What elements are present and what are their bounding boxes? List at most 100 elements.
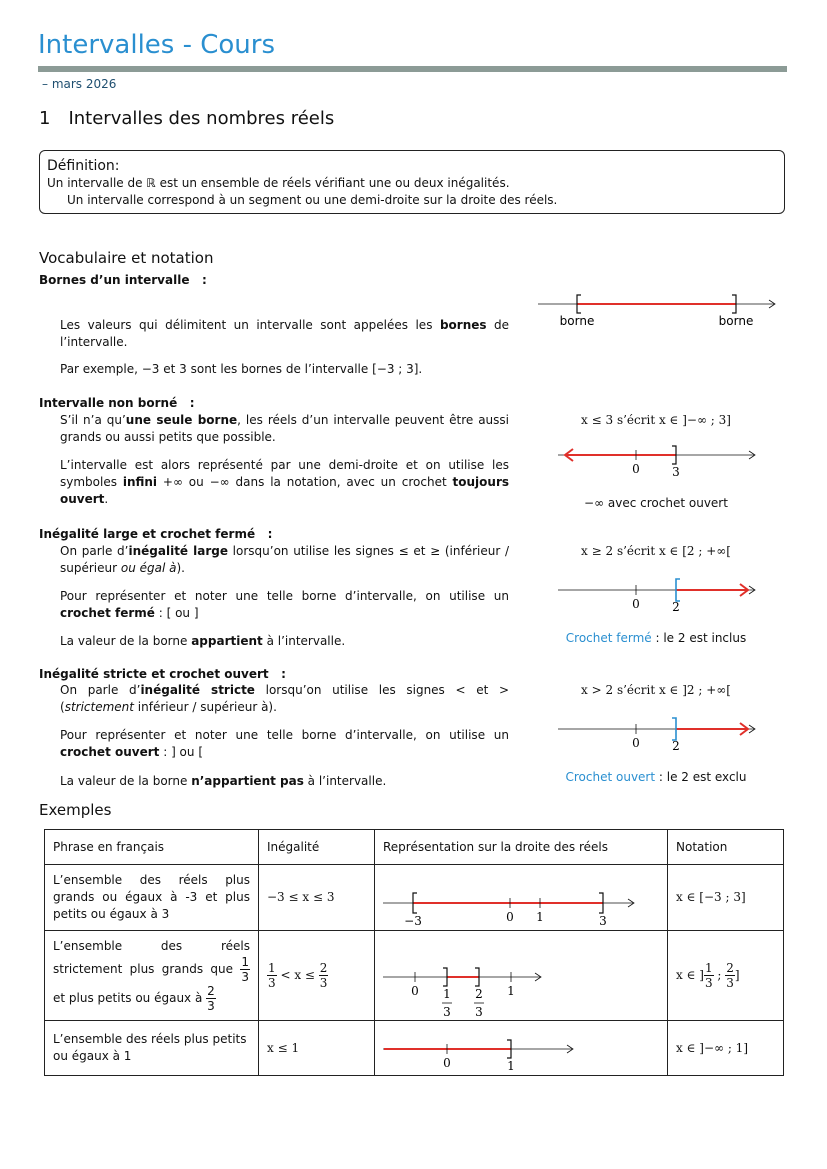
shape (627, 898, 635, 907)
text: 3 (241, 970, 249, 984)
text: 3 (726, 976, 734, 990)
notation: x ∈ ] 1 3 ; 2 3] (667, 930, 784, 1021)
section-number: 1 (39, 108, 51, 129)
table-cell: −3 0 1 3 (374, 864, 668, 931)
text: 2 (475, 987, 483, 1001)
shape (412, 891, 417, 914)
text: n’appartient pas (191, 774, 304, 788)
text: ] (734, 968, 740, 982)
number-line: 0 2 (558, 578, 756, 614)
definition-line: Un intervalle de ℝ est un ensemble de ré… (47, 176, 510, 190)
text: 1 (267, 961, 277, 976)
text: Pour représenter et noter une telle born… (60, 589, 509, 603)
text: 3 (443, 1005, 451, 1019)
text: Inégalité (258, 829, 375, 865)
text: 1 (703, 961, 714, 976)
section-heading: 1 Intervalles des nombres réels (39, 108, 352, 129)
text: 1 (443, 987, 451, 1001)
figure-note: −∞ avec crochet ouvert (584, 496, 728, 510)
block-heading: Intervalle non borné : (39, 396, 195, 410)
text: ). (176, 561, 186, 575)
shape (475, 966, 480, 987)
text: de l’intervalle. (60, 318, 509, 349)
text: , les réels d’un intervalle peuvent être… (60, 413, 510, 444)
text: Les valeurs qui délimitent un intervalle… (60, 318, 440, 332)
text: Par exemple, −3 et 3 sont les bornes de … (60, 362, 423, 376)
text: L’ensemble des réels strictement plus gr… (53, 939, 250, 976)
text: 2 (672, 600, 680, 614)
text: 1 (536, 910, 544, 924)
block-heading: Inégalité stricte et crochet ouvert : (39, 667, 286, 681)
text: une seule borne (125, 413, 238, 427)
text: bornes (439, 318, 487, 332)
shape (675, 578, 680, 602)
text: et plus petits ou égaux à (53, 991, 207, 1005)
text: 3 (599, 914, 607, 928)
date: – mars 2026 (42, 77, 117, 91)
text: On parle d’ (60, 683, 141, 697)
text: ou égal à (120, 561, 177, 575)
table-row: L’ensemble des réels strictement plus gr… (44, 930, 784, 1021)
text: : [ ou ] (154, 606, 199, 620)
table-row: Phrase en français Inégalité Représentat… (44, 829, 784, 865)
shape (739, 722, 750, 736)
shape (748, 724, 756, 734)
text: 0 (411, 984, 419, 998)
text: < x ≤ (276, 968, 319, 982)
text: 0 (632, 736, 640, 750)
text: : le 2 est inclus (651, 631, 747, 645)
paragraph: Les valeurs qui délimitent un intervalle… (60, 317, 509, 351)
table-cell: 0 1 3 2 3 1 (374, 930, 668, 1021)
figure-note: Crochet fermé : le 2 est inclus (526, 631, 786, 645)
table-row: L’ensemble des réels plus grands ou égau… (44, 864, 784, 931)
text: 1 (507, 1059, 515, 1073)
shape (739, 583, 750, 597)
text: x ∈ ]−∞ ; 1] (667, 1020, 784, 1076)
element: Phrase en français Inégalité Représentat… (44, 829, 784, 1076)
title-rule (38, 66, 787, 72)
text: 1 (240, 955, 250, 970)
text: à l’intervalle. (262, 634, 346, 648)
shape (576, 294, 581, 314)
shape (748, 585, 756, 595)
examples-table: Phrase en français Inégalité Représentat… (44, 829, 784, 1076)
figure-caption: x ≥ 2 s’écrit x ∈ [2 ; +∞[ (581, 544, 731, 558)
paragraph: L’intervalle est alors représenté par un… (60, 457, 509, 508)
text: Représentation sur la droite des réels (374, 829, 668, 865)
text: inférieur / supérieur à). (133, 700, 277, 714)
text: inégalité stricte (140, 683, 255, 697)
text: 0 (443, 1056, 451, 1070)
subsection-title: Vocabulaire et notation (39, 249, 214, 267)
number-line: 0 3 (558, 445, 756, 479)
block-heading: Inégalité large et crochet fermé : (39, 527, 273, 541)
text: 3 (704, 976, 713, 990)
paragraph: Pour représenter et noter une telle born… (60, 727, 509, 761)
text: 3 (672, 465, 680, 479)
text: 3 (268, 976, 276, 990)
paragraph: S’il n’a qu’une seule borne, les réels d… (60, 412, 509, 446)
shape (566, 1044, 574, 1054)
text: 0 (632, 597, 640, 611)
paragraph: On parle d’inégalité large lorsqu’on uti… (60, 543, 509, 577)
text: On parle d’ (60, 544, 129, 558)
text: La valeur de la borne (60, 634, 192, 648)
number-line: 0 1 3 2 3 1 (383, 966, 542, 1019)
paragraph: La valeur de la borne n’appartient pas à… (60, 773, 509, 790)
shape (443, 966, 448, 987)
text: x ≤ 1 (258, 1020, 375, 1076)
text: 3 (475, 1005, 483, 1019)
text: infini (122, 475, 158, 489)
subsection-title: Exemples (39, 801, 112, 819)
shape (507, 1039, 512, 1059)
text: x ∈ ] (676, 968, 704, 982)
text: L’ensemble des réels plus grands ou égau… (44, 864, 259, 931)
block-heading: Bornes d’un intervalle : (39, 273, 207, 287)
text: : ] ou [ (159, 745, 204, 759)
text: 3 (319, 976, 328, 990)
